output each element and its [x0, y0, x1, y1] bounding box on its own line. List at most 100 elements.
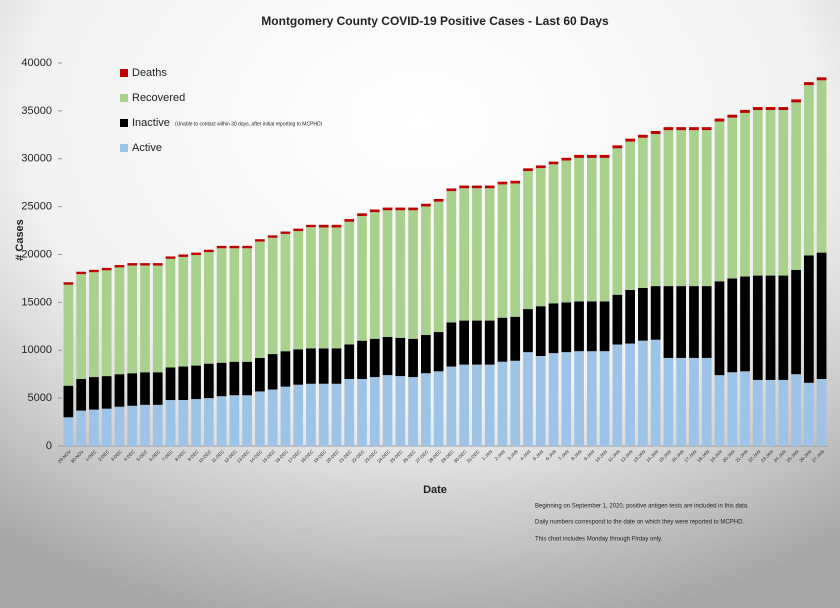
- bar-segment: [357, 216, 367, 341]
- bar-segment: [535, 306, 546, 356]
- bar-segment: [101, 270, 112, 377]
- bar-segment: [765, 379, 776, 446]
- bar-segment: [638, 134, 648, 138]
- bar-segment: [740, 276, 750, 372]
- bar-segment: [395, 337, 406, 377]
- bar-segment: [816, 77, 827, 81]
- bar-segment: [318, 383, 329, 446]
- bar-segment: [331, 348, 342, 384]
- bar-segment: [203, 398, 214, 446]
- bar-segment: [574, 301, 584, 352]
- bar-segment: [152, 372, 163, 405]
- bar-segment: [318, 348, 329, 384]
- bar-segment: [472, 364, 482, 446]
- bar-segment: [599, 301, 610, 352]
- note: Daily numbers correspond to the date on …: [535, 520, 744, 526]
- bar-segment: [293, 228, 304, 232]
- bar-segment: [548, 303, 559, 354]
- bar-segment: [216, 248, 227, 363]
- bar-segment: [778, 110, 789, 276]
- bar-segment: [625, 343, 635, 446]
- bar-segment: [586, 157, 597, 302]
- bar-segment: [816, 252, 827, 379]
- bar-segment: [548, 164, 559, 304]
- x-axis-label: Date: [423, 484, 447, 496]
- bar-segment: [344, 344, 355, 379]
- legend-swatch: [120, 94, 128, 102]
- bar-segment: [178, 254, 189, 257]
- bar-segment: [663, 127, 674, 131]
- bar-segment: [408, 377, 418, 446]
- bar-segment: [727, 114, 738, 118]
- bar-segment: [523, 309, 533, 353]
- bar-segment: [331, 227, 342, 349]
- bar-segment: [701, 286, 712, 358]
- bar-segment: [510, 360, 521, 446]
- bar-segment: [420, 203, 431, 207]
- bar-segment: [650, 339, 661, 446]
- bar-segment: [612, 294, 623, 345]
- bar-segment: [89, 272, 99, 378]
- bar-segment: [689, 357, 699, 446]
- bar-segment: [357, 213, 367, 217]
- bar-segment: [127, 265, 138, 374]
- bar-segment: [638, 340, 648, 446]
- bar-segment: [484, 364, 495, 446]
- bar-segment: [357, 378, 367, 446]
- bar-segment: [63, 282, 74, 285]
- bar-segment: [535, 165, 546, 169]
- y-tick-label: 30000: [21, 153, 52, 165]
- bar-segment: [255, 241, 265, 358]
- bar-segment: [803, 255, 814, 383]
- bar-segment: [650, 130, 661, 134]
- bar-segment: [446, 322, 457, 367]
- bar-segment: [701, 130, 712, 287]
- bar-segment: [280, 351, 291, 387]
- bar-segment: [395, 207, 406, 211]
- bar-segment: [191, 365, 201, 400]
- bar-segment: [586, 301, 597, 352]
- bar-segment: [382, 336, 393, 376]
- bar-segment: [191, 399, 201, 446]
- bar-segment: [701, 127, 712, 131]
- bar-segment: [114, 374, 125, 407]
- bar-segment: [638, 137, 648, 289]
- bar-segment: [369, 338, 380, 378]
- bar-segment: [89, 377, 99, 410]
- bar-segment: [127, 405, 138, 446]
- bar-segment: [191, 252, 201, 255]
- bar-segment: [701, 357, 712, 446]
- bar-segment: [331, 383, 342, 446]
- bar-segment: [446, 188, 457, 192]
- legend-label: Inactive: [132, 117, 170, 129]
- bar-segment: [76, 378, 87, 411]
- bar-segment: [459, 320, 470, 365]
- bar-segment: [586, 351, 597, 446]
- bar-segment: [242, 245, 252, 249]
- bar-segment: [331, 224, 342, 228]
- bar-segment: [740, 112, 750, 277]
- bar-segment: [101, 376, 112, 409]
- legend-swatch: [120, 69, 128, 77]
- bar-segment: [778, 379, 789, 446]
- bar-segment: [625, 141, 635, 290]
- bar-segment: [89, 409, 99, 446]
- bar-segment: [229, 395, 240, 446]
- bar-segment: [561, 157, 572, 161]
- bar-segment: [114, 265, 125, 268]
- bar-segment: [229, 245, 240, 249]
- bar-segment: [216, 362, 227, 397]
- bar-segment: [293, 231, 304, 350]
- bar-segment: [816, 378, 827, 446]
- legend-note: (Unable to contact within 30 days, after…: [175, 121, 323, 127]
- bar-segment: [255, 391, 265, 446]
- bar-segment: [803, 82, 814, 86]
- bar-segment: [267, 389, 278, 446]
- bar-segment: [625, 289, 635, 344]
- bar-segment: [676, 130, 687, 287]
- bar-segment: [433, 371, 444, 446]
- bar-segment: [152, 404, 163, 446]
- legend-label: Recovered: [132, 92, 185, 104]
- bar-segment: [178, 256, 189, 367]
- bar-segment: [791, 374, 801, 446]
